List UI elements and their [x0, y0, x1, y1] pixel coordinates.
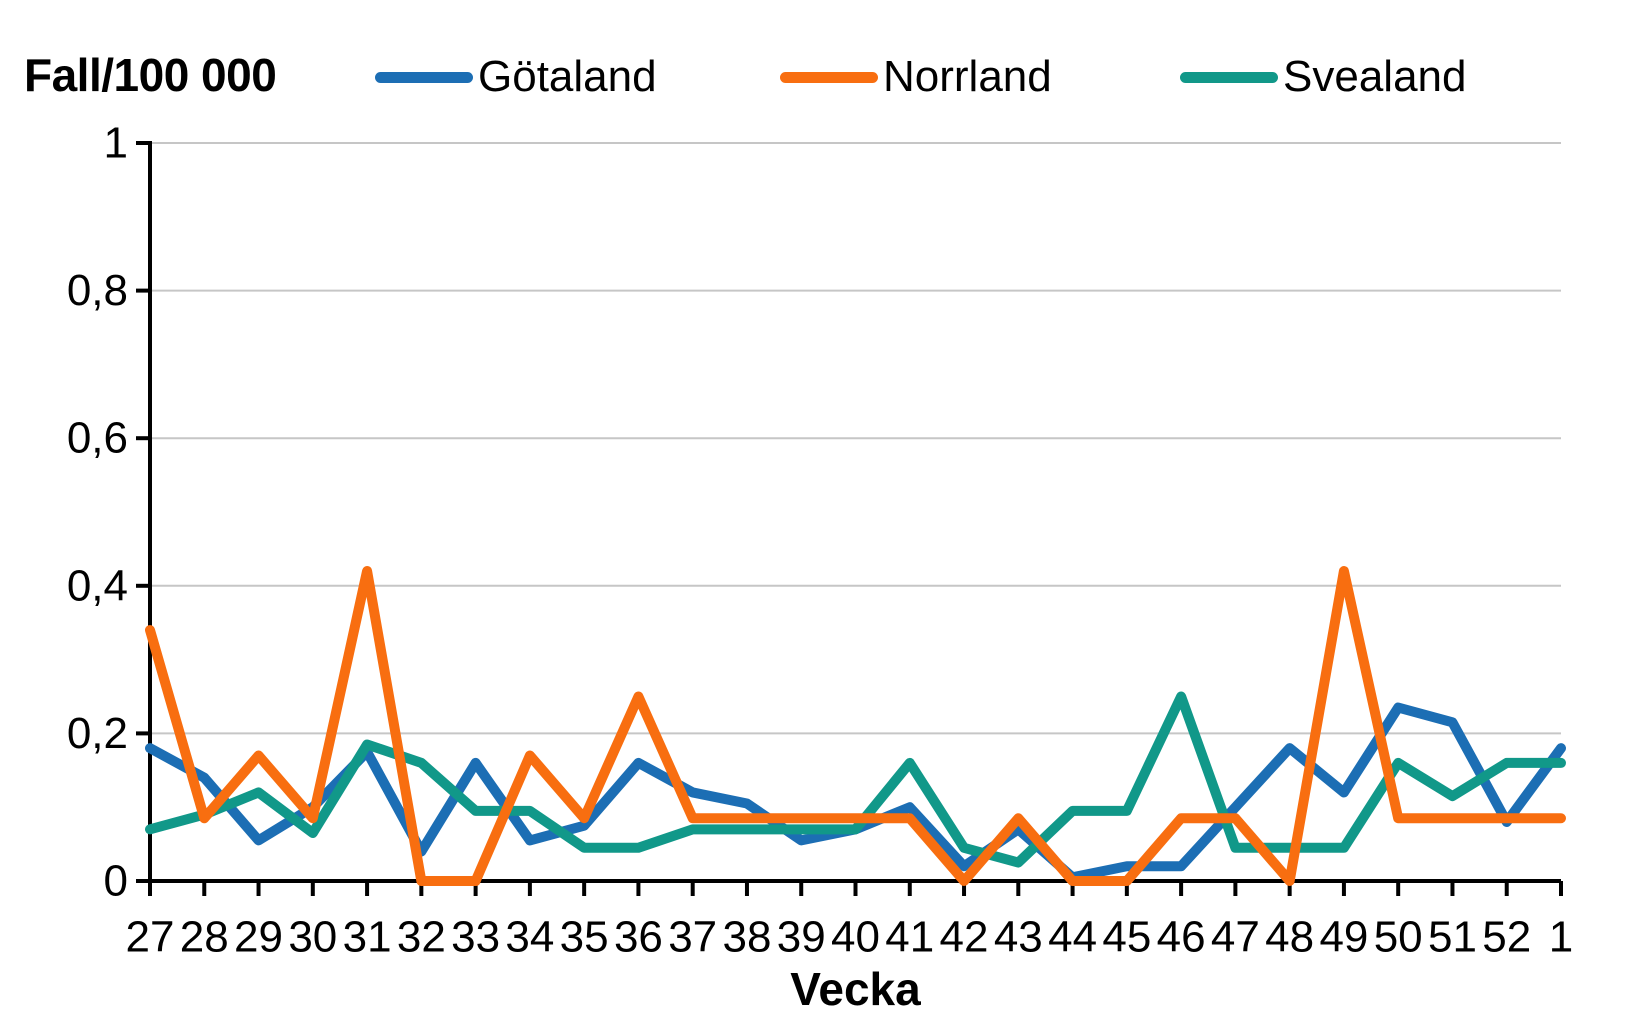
svg-text:43: 43 [994, 913, 1043, 962]
legend-item-svealand: Svealand [1180, 52, 1466, 102]
svg-text:36: 36 [614, 913, 663, 962]
svg-text:40: 40 [831, 913, 880, 962]
svg-text:29: 29 [234, 913, 283, 962]
svg-text:31: 31 [343, 913, 392, 962]
svg-text:32: 32 [397, 913, 446, 962]
svg-text:34: 34 [505, 913, 554, 962]
svg-text:1: 1 [104, 119, 128, 168]
svg-text:37: 37 [668, 913, 717, 962]
x-axis [148, 879, 1563, 896]
svg-text:48: 48 [1265, 913, 1314, 962]
y-tick-labels: 0 0,2 0,4 0,6 0,8 1 [67, 119, 128, 906]
legend-swatch-svealand [1180, 71, 1278, 83]
svg-text:44: 44 [1048, 913, 1097, 962]
legend-label: Norrland [883, 52, 1052, 101]
legend-item-gotaland: Götaland [375, 52, 657, 102]
series-lines [145, 566, 1566, 886]
svg-text:50: 50 [1374, 913, 1423, 962]
svg-text:51: 51 [1428, 913, 1477, 962]
svg-text:0: 0 [104, 857, 128, 906]
svg-text:47: 47 [1211, 913, 1260, 962]
svg-text:39: 39 [777, 913, 826, 962]
y-axis [136, 141, 152, 883]
svg-text:35: 35 [560, 913, 609, 962]
y-axis-title: Fall/100 000 [24, 49, 277, 101]
legend-label: Götaland [478, 52, 657, 101]
x-axis-title: Vecka [790, 963, 921, 1015]
legend-item-norrland: Norrland [780, 52, 1052, 102]
svg-text:0,4: 0,4 [67, 561, 128, 610]
x-tick-labels: 27 28 29 30 31 32 33 34 35 36 37 38 39 40 41 42 43 44 45 46… [126, 913, 1574, 962]
svg-text:52: 52 [1482, 913, 1531, 962]
legend-label: Svealand [1283, 52, 1467, 101]
series-line-svealand [145, 691, 1566, 868]
series-line-norrland [145, 566, 1566, 886]
legend-swatch-gotaland [375, 71, 473, 83]
svg-text:45: 45 [1102, 913, 1151, 962]
svg-text:28: 28 [180, 913, 229, 962]
svg-text:30: 30 [288, 913, 337, 962]
legend: Götaland Norrland Svealand [0, 0, 1650, 110]
gridlines [150, 142, 1561, 735]
legend-swatch-norrland [780, 71, 878, 83]
svg-text:0,6: 0,6 [67, 414, 128, 463]
svg-text:41: 41 [885, 913, 934, 962]
svg-text:42: 42 [940, 913, 989, 962]
svg-text:1: 1 [1549, 913, 1573, 962]
svg-text:27: 27 [126, 913, 175, 962]
svg-text:46: 46 [1157, 913, 1206, 962]
svg-text:33: 33 [451, 913, 500, 962]
svg-text:0,8: 0,8 [67, 266, 128, 315]
svg-text:0,2: 0,2 [67, 709, 128, 758]
svg-text:38: 38 [722, 913, 771, 962]
svg-text:49: 49 [1319, 913, 1368, 962]
